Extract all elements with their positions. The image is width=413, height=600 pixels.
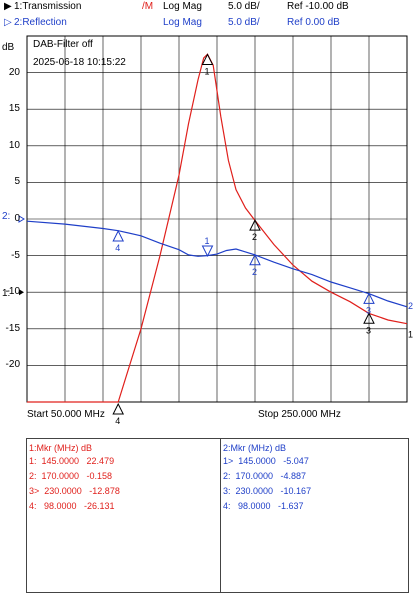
marker-row: 4: 98.0000 -26.131 xyxy=(29,501,115,511)
marker-row: 2: 170.0000 -4.887 xyxy=(223,471,307,481)
marker-triangle xyxy=(363,312,375,324)
marker-row: 2: 170.0000 -0.158 xyxy=(29,471,113,481)
y-tick-label: 5 xyxy=(14,176,20,188)
y-tick-label: 10 xyxy=(8,139,20,151)
marker-number: 3 xyxy=(366,325,371,335)
plot-timestamp: 2025-06-18 10:15:22 xyxy=(33,57,126,68)
marker-triangle xyxy=(112,402,125,415)
trace1-line xyxy=(27,53,408,403)
start-frequency: Start 50.000 MHz xyxy=(27,409,105,420)
trace2-ref-arrow-icon xyxy=(18,215,25,223)
marker-table-header: 1:Mkr (MHz) dB xyxy=(29,443,92,453)
trace1-format: Log Mag xyxy=(163,1,202,12)
marker-row: 1> 145.0000 -5.047 xyxy=(223,456,309,466)
trace1-ref: Ref -10.00 dB xyxy=(287,1,349,12)
marker-number: 4 xyxy=(115,243,120,253)
marker-table-trace2: 2:Mkr (MHz) dB 1> 145.0000 -5.047 2: 170… xyxy=(220,438,409,593)
trace1-scale: 5.0 dB/ xyxy=(228,1,260,12)
chart-plot: 1 2 1 2 3 4 1 2 3 4 xyxy=(18,35,413,426)
plot-title: DAB-Filter off xyxy=(33,39,93,50)
marker-number: 3 xyxy=(366,305,371,315)
trace1-marker-label: /M xyxy=(142,1,154,12)
marker-number: 4 xyxy=(115,416,120,426)
marker-row: 4: 98.0000 -1.637 xyxy=(223,501,304,511)
marker-row: 3: 230.0000 -10.167 xyxy=(223,486,312,496)
marker-number: 1 xyxy=(205,66,210,76)
marker-triangle xyxy=(201,53,214,65)
marker-row: 1: 145.0000 22.479 xyxy=(29,456,115,466)
y-tick-label: -15 xyxy=(5,322,20,334)
marker-row: 3> 230.0000 -12.878 xyxy=(29,486,120,496)
y-axis-unit: dB xyxy=(2,42,15,53)
trace2-label[interactable]: 2:Reflection xyxy=(14,17,67,28)
trace2-indicator-icon: ▷ xyxy=(4,17,12,28)
marker-triangle xyxy=(249,219,261,231)
trace1-indicator-icon: ▶ xyxy=(4,1,12,12)
y-tick-label: -20 xyxy=(5,359,20,371)
marker-triangle xyxy=(112,229,125,242)
trace2-ref: Ref 0.00 dB xyxy=(287,17,340,28)
y-tick-label: 15 xyxy=(8,103,20,115)
marker-table-trace1: 1:Mkr (MHz) dB 1: 145.0000 22.479 2: 170… xyxy=(26,438,221,593)
trace2-scale: 5.0 dB/ xyxy=(228,17,260,28)
trace1-end-label: 1 xyxy=(408,330,413,340)
marker-number: 1 xyxy=(205,236,210,246)
marker-table-header: 2:Mkr (MHz) dB xyxy=(223,443,286,453)
trace1-ref-level-label: 1: xyxy=(2,288,11,299)
marker-triangle xyxy=(363,292,375,304)
marker-number: 2 xyxy=(252,232,257,242)
y-tick-label: -10 xyxy=(5,286,20,298)
trace1-ref-arrow-icon xyxy=(19,289,24,296)
y-tick-label: 20 xyxy=(8,66,20,78)
trace2-format: Log Mag xyxy=(163,17,202,28)
marker-triangle xyxy=(201,245,214,258)
trace2-line xyxy=(26,220,408,308)
marker-triangle xyxy=(249,253,261,266)
trace2-end-label: 2 xyxy=(408,301,413,311)
y-tick-label: -5 xyxy=(11,249,20,261)
y-tick-label: 0 xyxy=(14,213,20,224)
trace2-ref-level-label: 2: xyxy=(2,211,11,222)
stop-frequency: Stop 250.000 MHz xyxy=(258,409,341,420)
marker-number: 2 xyxy=(252,267,257,277)
trace1-label[interactable]: 1:Transmission xyxy=(14,1,82,12)
